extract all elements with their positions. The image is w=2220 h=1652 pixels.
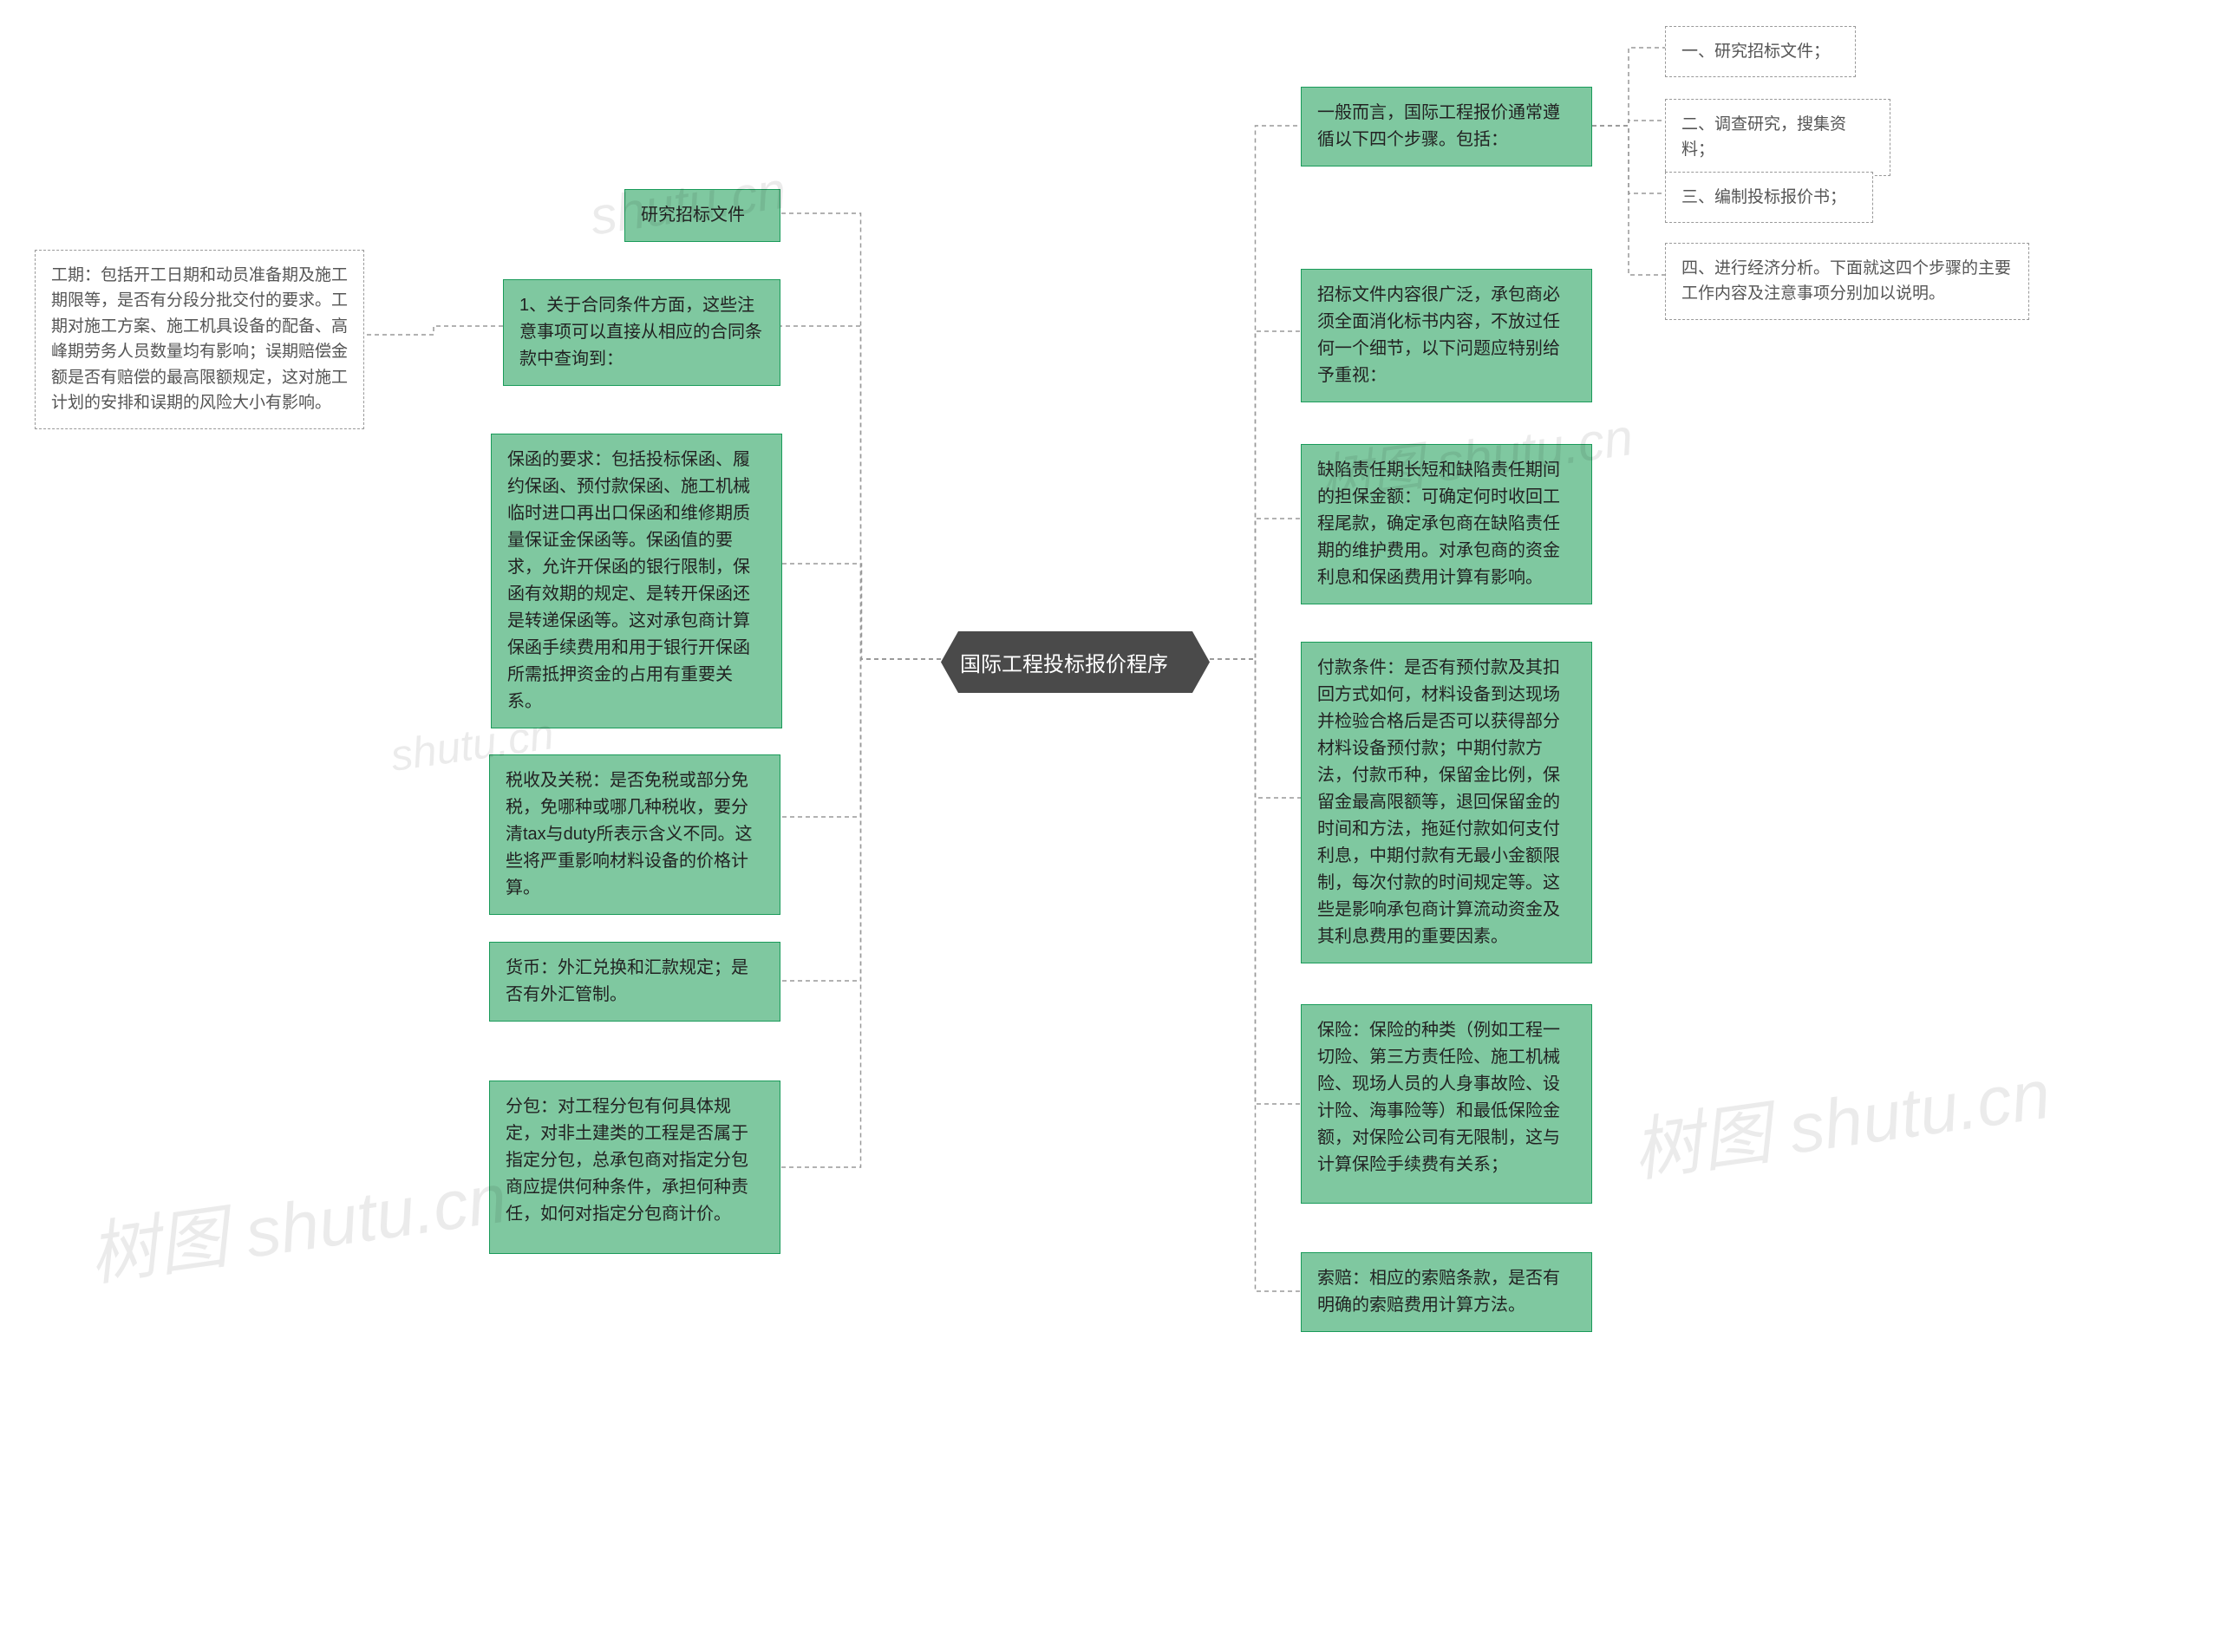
right-node-R1: 一般而言，国际工程报价通常遵循以下四个步骤。包括： — [1301, 87, 1592, 167]
connector — [1210, 659, 1301, 1104]
left-node-L7: 分包：对工程分包有何具体规定，对非土建类的工程是否属于指定分包，总承包商对指定分… — [489, 1081, 780, 1254]
left-node-L5: 税收及关税：是否免税或部分免税，免哪种或哪几种税收，要分清tax与duty所表示… — [489, 754, 780, 915]
center-node: 国际工程投标报价程序 — [941, 631, 1210, 693]
right-node-R5: 保险：保险的种类（例如工程一切险、第三方责任险、施工机械险、现场人员的人身事故险… — [1301, 1004, 1592, 1204]
connector — [1210, 126, 1301, 659]
left-node-L4: 保函的要求：包括投标保函、履约保函、预付款保函、施工机械临时进口再出口保函和维修… — [491, 434, 782, 728]
connector — [780, 326, 941, 659]
connector — [1592, 48, 1665, 126]
connector — [1210, 659, 1301, 1291]
left-node-L3: 工期：包括开工日期和动员准备期及施工期限等，是否有分段分批交付的要求。工期对施工… — [35, 250, 364, 429]
connector — [780, 659, 941, 981]
connector — [1210, 659, 1301, 798]
right-node-R1c: 三、编制投标报价书； — [1665, 172, 1873, 223]
right-node-R1d: 四、进行经济分析。下面就这四个步骤的主要工作内容及注意事项分别加以说明。 — [1665, 243, 2029, 320]
right-node-R4: 付款条件：是否有预付款及其扣回方式如何，材料设备到达现场并检验合格后是否可以获得… — [1301, 642, 1592, 963]
connector — [1210, 519, 1301, 659]
connector — [780, 659, 941, 1167]
right-node-R1b: 二、调查研究，搜集资料； — [1665, 99, 1890, 176]
mindmap-canvas: 国际工程投标报价程序 研究招标文件 1、关于合同条件方面，这些注意事项可以直接从相应… — [0, 0, 2220, 1652]
right-node-R2: 招标文件内容很广泛，承包商必须全面消化标书内容，不放过任何一个细节，以下问题应特… — [1301, 269, 1592, 402]
connector — [364, 326, 503, 335]
connector — [1210, 331, 1301, 659]
left-node-L2: 1、关于合同条件方面，这些注意事项可以直接从相应的合同条款中查询到： — [503, 279, 780, 386]
watermark: 树图 shutu.cn — [82, 1142, 512, 1300]
connector — [780, 659, 941, 817]
right-node-R3: 缺陷责任期长短和缺陷责任期间的担保金额：可确定何时收回工程尾款，确定承包商在缺陷… — [1301, 444, 1592, 604]
connector — [1592, 126, 1665, 193]
left-node-L1: 研究招标文件 — [624, 189, 780, 242]
right-node-R6: 索赔：相应的索赔条款，是否有明确的索赔费用计算方法。 — [1301, 1252, 1592, 1332]
connector — [1592, 121, 1665, 126]
watermark: 树图 shutu.cn — [1625, 1038, 2055, 1196]
connector — [1592, 126, 1665, 275]
connector — [780, 213, 941, 659]
left-node-L6: 货币：外汇兑换和汇款规定；是否有外汇管制。 — [489, 942, 780, 1022]
right-node-R1a: 一、研究招标文件； — [1665, 26, 1856, 77]
connector — [782, 564, 941, 659]
